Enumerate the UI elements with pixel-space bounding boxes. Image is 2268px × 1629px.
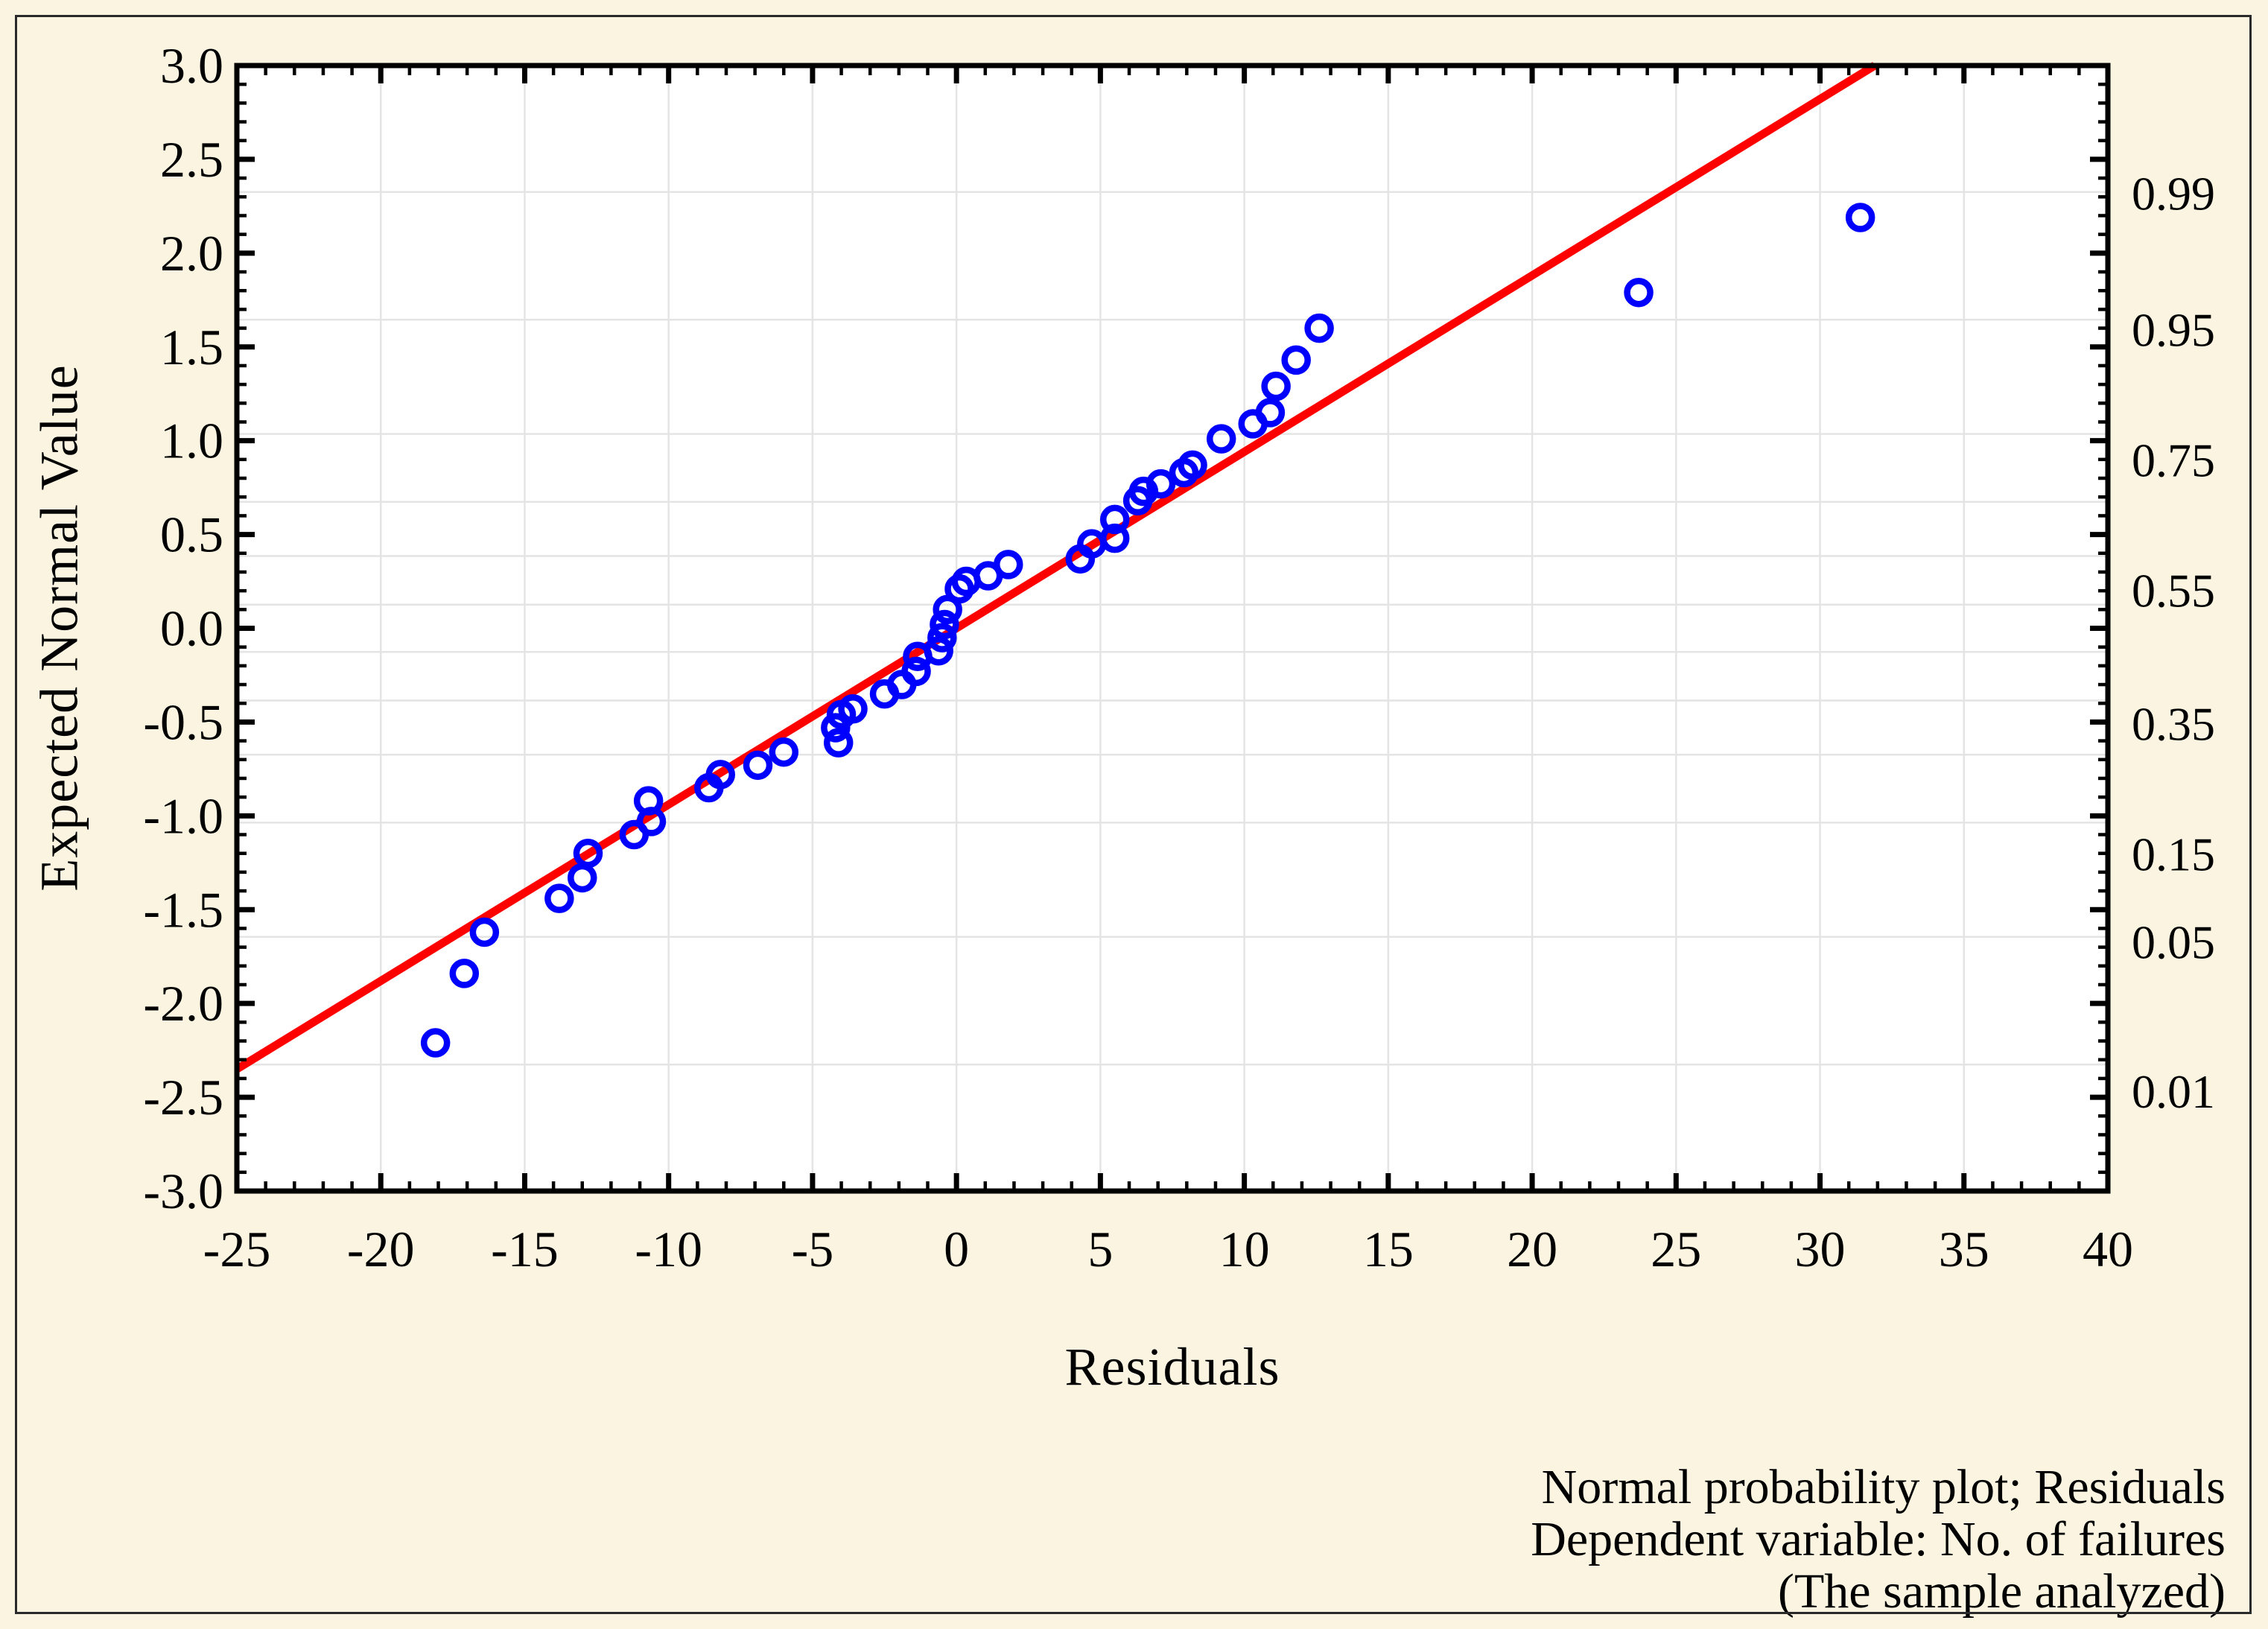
y-tick-label: 0.5	[160, 507, 223, 563]
data-point	[1099, 504, 1130, 535]
x-tick-label: 5	[1087, 1221, 1113, 1277]
y-tick-label: -2.5	[143, 1069, 223, 1125]
data-point	[838, 694, 868, 724]
y-tick-label: -0.5	[143, 693, 223, 750]
caption-line-2: Dependent variable: No. of failures	[1531, 1512, 2226, 1566]
right-axis-label: 0.05	[2132, 916, 2215, 969]
x-tick-label: -10	[635, 1221, 702, 1277]
caption-line-3: (The sample analyzed)	[1777, 1564, 2226, 1619]
x-tick-label: 0	[944, 1221, 969, 1277]
caption-line-1: Normal probability plot; Residuals	[1541, 1460, 2226, 1514]
data-point	[930, 609, 959, 640]
data-point	[705, 760, 736, 790]
right-axis-label: 0.55	[2132, 564, 2215, 617]
data-point	[633, 786, 664, 816]
data-point	[1146, 469, 1176, 499]
figure-caption: Normal probability plot; Residuals Depen…	[1531, 1461, 2226, 1618]
right-axis-label: 0.01	[2132, 1065, 2215, 1118]
data-point	[1624, 277, 1654, 308]
y-tick-label: 1.0	[160, 413, 223, 469]
x-tick-label: -25	[203, 1221, 271, 1277]
data-point	[1255, 398, 1286, 428]
x-axis-title: Residuals	[1064, 1337, 1280, 1397]
x-tick-label: 15	[1363, 1221, 1414, 1277]
data-point	[420, 1028, 451, 1058]
data-point	[469, 917, 500, 947]
y-tick-label: 3.0	[160, 37, 223, 94]
x-tick-label: -15	[491, 1221, 559, 1277]
data-point	[901, 656, 931, 687]
y-tick-label: 1.5	[160, 319, 223, 375]
data-point	[743, 750, 773, 781]
data-point	[769, 737, 799, 767]
data-point	[1178, 450, 1207, 480]
y-tick-label: -2.0	[143, 975, 223, 1032]
right-axis-label: 0.99	[2132, 167, 2215, 220]
y-axis-title: Expected Normal Value	[29, 364, 89, 892]
x-tick-label: -5	[792, 1221, 834, 1277]
data-point	[924, 635, 953, 666]
right-axis-label: 0.15	[2132, 828, 2215, 880]
data-point	[1845, 203, 1875, 232]
data-point	[1206, 424, 1236, 454]
y-tick-label: 2.5	[160, 131, 223, 188]
x-tick-label: 40	[2083, 1221, 2133, 1277]
right-axis-label: 0.95	[2132, 303, 2215, 356]
fit-line	[235, 62, 1877, 1073]
data-point	[544, 883, 574, 913]
data-point	[927, 623, 957, 652]
data-point	[1099, 523, 1130, 553]
data-point	[823, 728, 854, 758]
plot-area	[237, 66, 2108, 1191]
data-point	[1281, 345, 1311, 375]
x-tick-label: 35	[1939, 1221, 1989, 1277]
y-tick-label: -3.0	[143, 1163, 223, 1219]
x-tick-label: 30	[1795, 1221, 1846, 1277]
x-tick-label: 10	[1219, 1221, 1270, 1277]
data-point	[933, 594, 962, 625]
y-tick-label: -1.0	[143, 787, 223, 844]
data-point	[1261, 371, 1291, 401]
y-tick-label: -1.5	[143, 881, 223, 938]
x-tick-label: 25	[1651, 1221, 1701, 1277]
y-tick-label: 2.0	[160, 225, 223, 282]
data-point	[449, 959, 480, 988]
right-axis-label: 0.75	[2132, 434, 2215, 486]
data-point	[1304, 313, 1334, 343]
data-point	[573, 838, 603, 869]
y-tick-label: 0.0	[160, 600, 223, 657]
x-tick-label: 20	[1507, 1221, 1557, 1277]
right-axis-label: 0.35	[2132, 697, 2215, 750]
x-tick-label: -20	[347, 1221, 415, 1277]
data-point	[993, 550, 1023, 579]
